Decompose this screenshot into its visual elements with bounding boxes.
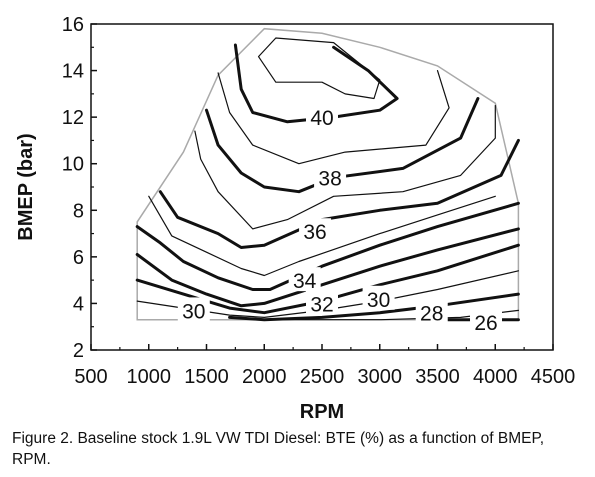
contour-39 xyxy=(217,70,450,165)
x-tick-label: 2000 xyxy=(242,366,287,388)
contour-label-28: 28 xyxy=(420,303,443,326)
contour-label-bg-30 xyxy=(362,285,395,310)
y-axis-title: BMEP (bar) xyxy=(15,133,37,240)
contour-32 xyxy=(135,227,520,308)
contour-label-30-left: 30 xyxy=(182,300,205,323)
x-tick-label: 2500 xyxy=(300,366,345,388)
contour-34 xyxy=(135,201,520,291)
x-axis: 500 1000 1500 2000 2500 3000 3500 4000 4500 xyxy=(74,344,575,388)
y-tick-label: 4 xyxy=(73,293,84,315)
x-tick-label: 4500 xyxy=(531,366,576,388)
contour-label-38: 38 xyxy=(318,168,341,191)
contour-35 xyxy=(148,195,496,277)
contour-label-26: 26 xyxy=(474,312,497,335)
x-tick-label: 3500 xyxy=(415,366,460,388)
contour-label-bg-38 xyxy=(314,164,347,189)
y-tick-label: 2 xyxy=(73,340,84,362)
y-tick-label: 14 xyxy=(62,61,84,83)
x-axis-title: RPM xyxy=(300,401,344,423)
contour-label-36: 36 xyxy=(303,221,326,244)
x-tick-label: 500 xyxy=(74,366,107,388)
contour-label-32: 32 xyxy=(310,293,333,316)
contour-label-30: 30 xyxy=(367,289,390,312)
contour-label-bg-28 xyxy=(415,299,448,324)
y-tick-label: 16 xyxy=(62,14,84,36)
data-region-boundary xyxy=(136,27,520,321)
contour-38 xyxy=(205,97,480,194)
x-tick-label: 4000 xyxy=(473,366,518,388)
contour-label-bg-36 xyxy=(299,218,332,243)
contour-30 xyxy=(135,243,520,315)
figure-caption: Figure 2. Baseline stock 1.9L VW TDI Die… xyxy=(12,430,545,468)
contour-lines xyxy=(135,37,520,322)
y-tick-label: 8 xyxy=(73,200,84,222)
contour-label-bg-34 xyxy=(288,267,321,292)
contour-label-40: 40 xyxy=(310,107,333,130)
contour-label-bg-40 xyxy=(306,104,338,129)
contour-label-34: 34 xyxy=(293,270,317,293)
contour-36 xyxy=(158,138,520,249)
y-tick-label: 12 xyxy=(62,107,84,129)
contour-label-bg-32 xyxy=(306,290,338,315)
contour-37 xyxy=(194,104,496,230)
y-tick-label: 10 xyxy=(62,154,84,176)
y-axis: 2 4 6 8 10 12 14 16 xyxy=(62,14,97,362)
contour-label-bg-30-left xyxy=(177,297,210,322)
x-tick-label: 3000 xyxy=(358,366,403,388)
contour-41 xyxy=(257,37,381,100)
y-tick-label: 6 xyxy=(73,247,84,269)
contour-label-bg-26 xyxy=(470,309,503,334)
x-tick-label: 1500 xyxy=(184,366,229,388)
contour-28 xyxy=(228,292,520,322)
x-tick-label: 1000 xyxy=(127,366,172,388)
